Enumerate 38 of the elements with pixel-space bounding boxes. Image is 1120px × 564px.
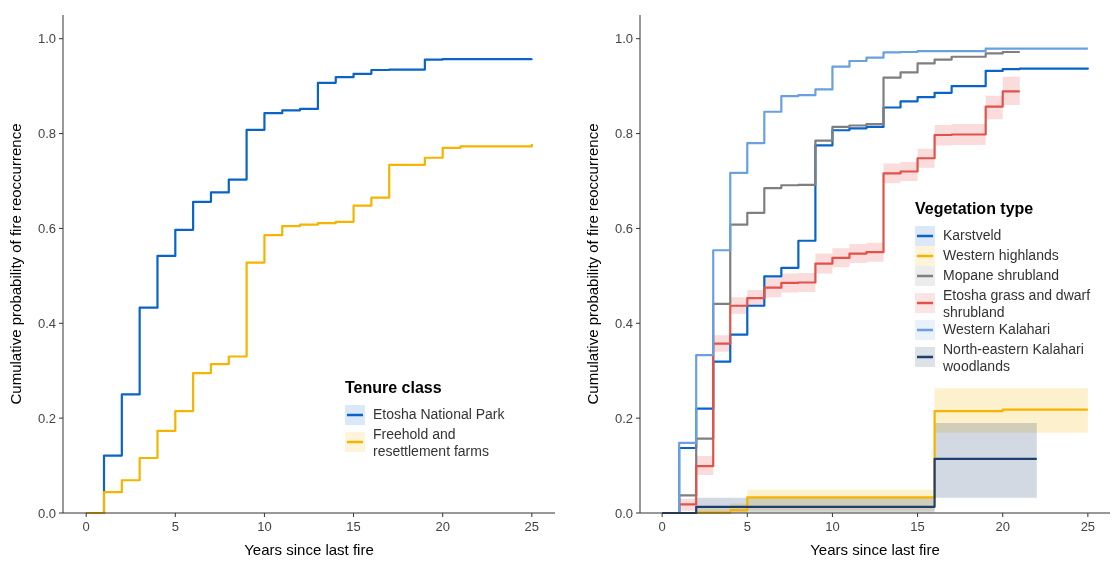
x-tick-label: 15 — [346, 519, 361, 534]
legend-label: Western highlands — [943, 247, 1059, 263]
x-tick-label: 0 — [658, 519, 666, 534]
y-tick-label: 0.8 — [614, 126, 633, 142]
y-tick-label: 0.0 — [37, 505, 56, 521]
y-tick-label: 1.0 — [614, 31, 633, 47]
y-axis-title: Cumulative probability of fire reoccurrence — [584, 123, 601, 405]
x-axis-title: Years since last fire — [244, 541, 374, 558]
x-tick-label: 5 — [743, 519, 751, 534]
legend-label: Mopane shrubland — [943, 267, 1059, 283]
x-tick-label: 20 — [995, 519, 1010, 534]
x-tick-label: 10 — [257, 519, 272, 534]
y-tick-label: 0.8 — [37, 126, 56, 142]
legend-label: Karstveld — [943, 227, 1002, 243]
x-tick-label: 5 — [171, 519, 179, 534]
y-tick-label: 1.0 — [37, 31, 56, 47]
y-tick-label: 0.6 — [37, 220, 56, 236]
legend-label: Etosha grass and dwarf shrubland — [943, 287, 1091, 320]
y-tick-label: 0.4 — [37, 315, 56, 331]
legend-label: Western Kalahari — [943, 321, 1051, 337]
legend-title: Vegetation type — [915, 200, 1034, 217]
legend-label: Freehold and resettlement farms — [373, 426, 489, 459]
y-tick-label: 0.4 — [614, 315, 633, 331]
x-tick-label: 25 — [1080, 519, 1096, 534]
y-tick-label: 0.6 — [614, 220, 633, 236]
x-tick-label: 10 — [825, 519, 840, 534]
y-tick-label: 0.0 — [614, 505, 633, 521]
x-tick-label: 0 — [82, 519, 90, 534]
y-tick-label: 0.2 — [37, 410, 56, 426]
legend-label: Etosha National Park — [373, 406, 506, 422]
legend-label: North-eastern Kalahari woodlands — [942, 341, 1084, 374]
x-axis-title: Years since last fire — [810, 541, 940, 558]
y-axis-title: Cumulative probability of fire reoccurrence — [7, 123, 24, 405]
legend-title: Tenure class — [345, 379, 442, 396]
x-tick-label: 15 — [910, 519, 925, 534]
x-tick-label: 25 — [524, 519, 540, 534]
x-tick-label: 20 — [435, 519, 450, 534]
y-tick-label: 0.2 — [614, 410, 633, 426]
